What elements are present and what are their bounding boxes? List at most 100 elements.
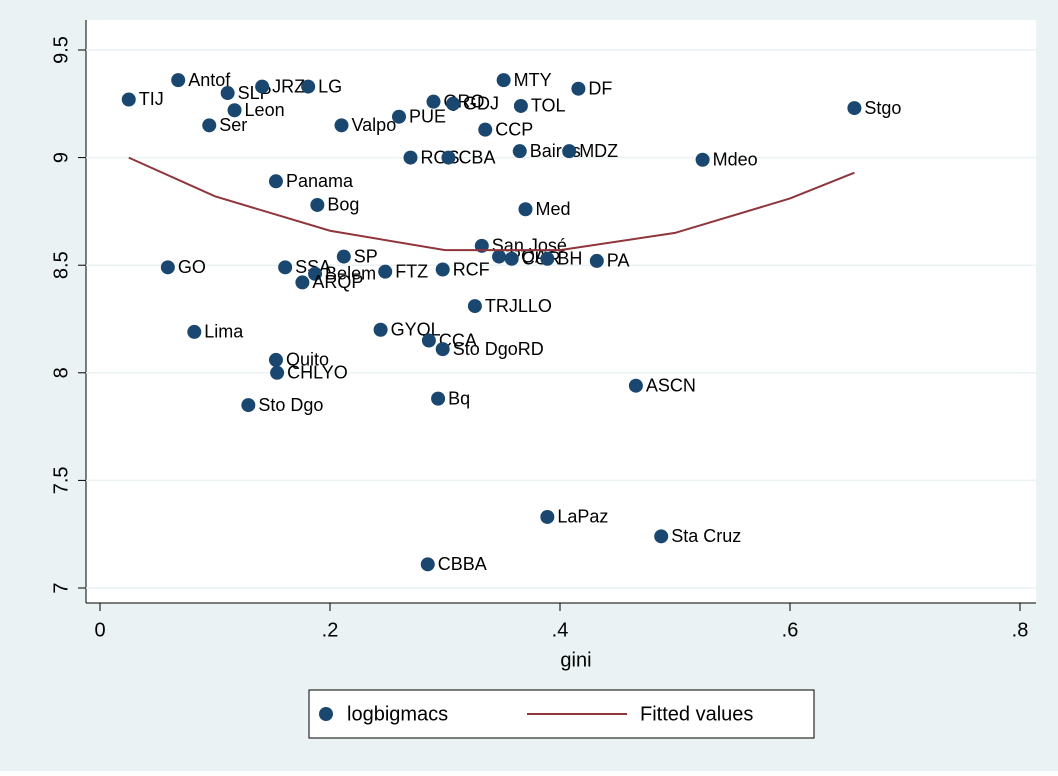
point-label: Stgo: [864, 98, 901, 118]
point: [496, 73, 511, 88]
point-label: Sto Dgo: [258, 395, 323, 415]
point: [695, 152, 710, 167]
point-label: CHLYO: [287, 363, 348, 383]
point-label: Ser: [219, 115, 247, 135]
point-label: TIJ: [139, 89, 164, 109]
point-label: Leon: [245, 100, 285, 120]
y-tick-label: 9: [50, 152, 72, 163]
point-label: LaPaz: [557, 507, 608, 527]
point: [403, 150, 418, 165]
point-label: RCF: [453, 259, 490, 279]
point: [446, 96, 461, 111]
y-tick-label: 8.5: [50, 251, 72, 279]
legend-marker: [319, 707, 333, 721]
point-label: SP: [354, 246, 378, 266]
x-tick-label: .2: [322, 619, 339, 641]
point-label: Med: [536, 199, 571, 219]
point: [420, 557, 435, 572]
point-label: PUE: [409, 106, 446, 126]
point-label: GO: [178, 257, 206, 277]
point-label: Mdeo: [713, 150, 758, 170]
fitted-line: [128, 156, 855, 252]
point-label: MDZ: [579, 141, 618, 161]
point: [628, 378, 643, 393]
point: [441, 150, 456, 165]
point: [171, 73, 186, 88]
y-tick-label: 7.5: [50, 466, 72, 494]
point: [268, 352, 283, 367]
point: [512, 144, 527, 159]
point: [187, 324, 202, 339]
point-label: Antof: [188, 70, 231, 90]
point: [435, 262, 450, 277]
point: [654, 529, 669, 544]
point-label: CCP: [495, 119, 533, 139]
point: [492, 249, 507, 264]
point: [431, 391, 446, 406]
point: [278, 260, 293, 275]
x-axis-title: gini: [560, 649, 591, 671]
point-label: Valpo: [352, 115, 397, 135]
plot-area: [86, 20, 1036, 603]
point-label: GDJ: [463, 94, 499, 114]
legend-label: Fitted values: [640, 703, 753, 725]
point: [336, 249, 351, 264]
point-label: Bq: [448, 388, 470, 408]
x-tick-label: .6: [782, 619, 799, 641]
point: [435, 342, 450, 357]
y-tick-label: 7: [50, 582, 72, 593]
point-label: Lima: [204, 322, 244, 342]
point-label: TRJLLO: [485, 296, 552, 316]
point: [378, 264, 393, 279]
point: [241, 398, 256, 413]
point-label: CBA: [458, 147, 495, 167]
point-label: Panama: [286, 171, 354, 191]
point-label: Belem: [325, 264, 376, 284]
point: [847, 101, 862, 116]
point-label: DF: [588, 78, 612, 98]
point: [301, 79, 316, 94]
point-label: ASCN: [646, 375, 696, 395]
point: [310, 197, 325, 212]
x-tick-label: .8: [1012, 619, 1029, 641]
y-tick-label: 8: [50, 367, 72, 378]
point: [478, 122, 493, 137]
point-label: Quito: [286, 350, 329, 370]
point: [202, 118, 217, 133]
point: [540, 509, 555, 524]
point: [562, 144, 577, 159]
point: [270, 365, 285, 380]
point-label: Sto DgoRD: [453, 339, 544, 359]
point: [589, 253, 604, 268]
point: [121, 92, 136, 107]
point: [421, 333, 436, 348]
point: [308, 266, 323, 281]
point: [392, 109, 406, 124]
point-label: LG: [318, 76, 342, 96]
point: [295, 275, 310, 290]
point-label: ARQP: [312, 272, 363, 292]
point: [426, 94, 441, 109]
point: [513, 98, 528, 113]
point-label: PA: [607, 251, 630, 271]
x-tick-label: 0: [94, 619, 105, 641]
point: [504, 251, 519, 266]
point: [373, 322, 388, 337]
point: [518, 202, 533, 217]
x-tick-label: .4: [552, 619, 569, 641]
point-label: POA: [509, 246, 547, 266]
point-label: CBBA: [438, 554, 487, 574]
point: [227, 103, 242, 118]
point: [220, 86, 235, 101]
point: [255, 79, 270, 94]
point-label: TOL: [531, 96, 566, 116]
point: [160, 260, 175, 275]
point-label: MTY: [514, 70, 552, 90]
point: [540, 251, 555, 266]
point-label: FTZ: [395, 261, 428, 281]
point: [467, 299, 482, 314]
point: [571, 81, 586, 96]
legend-label: logbigmacs: [347, 703, 448, 725]
point: [268, 174, 283, 189]
